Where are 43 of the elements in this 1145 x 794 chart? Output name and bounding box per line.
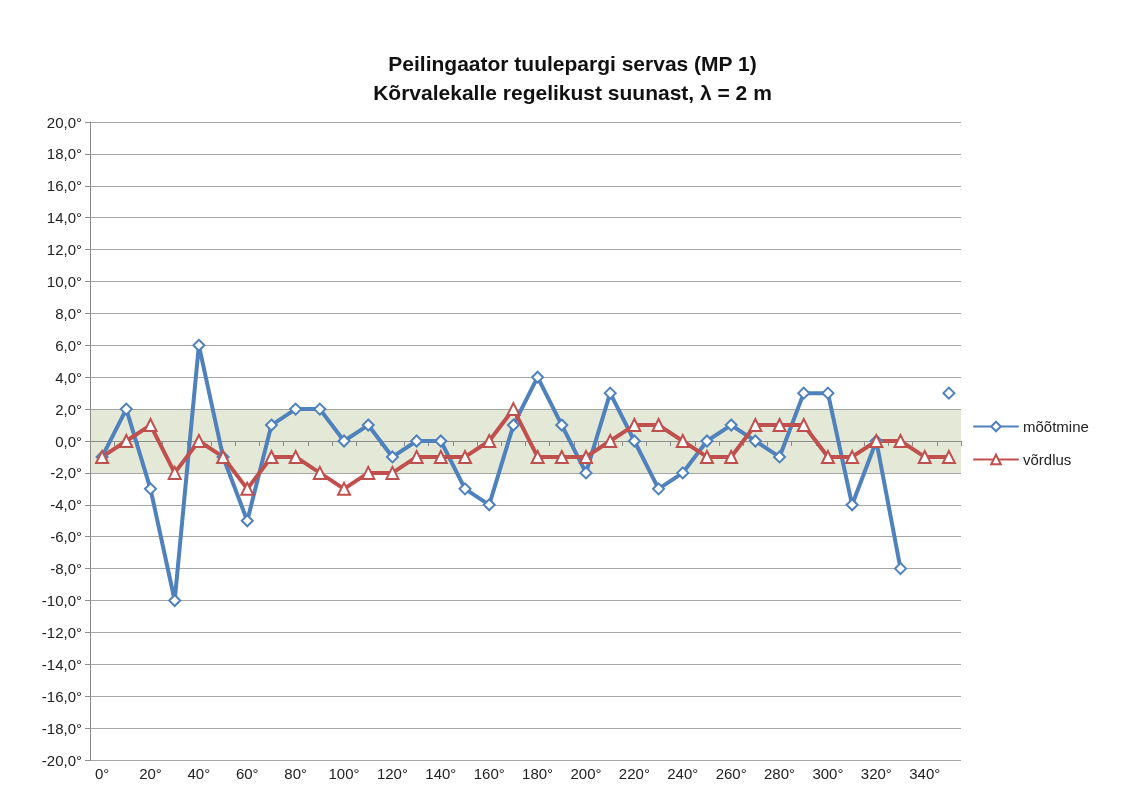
y-tick-label: 16,0°	[46, 177, 82, 195]
y-tick-label: 20,0°	[46, 113, 82, 131]
y-tick-label: 8,0°	[55, 304, 82, 322]
y-tick-label: -12,0°	[41, 623, 82, 641]
y-tick-label: 18,0°	[46, 145, 82, 163]
x-tick-label: 220°	[618, 765, 650, 782]
x-tick-label: 140°	[425, 765, 457, 782]
y-tick-label: 4,0°	[55, 368, 82, 386]
legend-label: võrdlus	[1023, 451, 1072, 468]
x-tick-label: 180°	[522, 765, 554, 782]
x-tick-label: 20°	[139, 765, 162, 782]
y-tick-label: -14,0°	[41, 655, 82, 673]
x-tick-label: 340°	[909, 765, 941, 782]
x-tick-label: 40°	[187, 765, 211, 782]
chart-subtitle: Kõrvalekalle regelikust suunast, λ = 2 m	[373, 81, 772, 104]
x-tick-label: 120°	[376, 765, 408, 782]
x-tick-label: 100°	[328, 765, 360, 782]
chart-title: Peilingaator tuulepargi servas (MP 1)	[388, 52, 757, 75]
y-tick-label: -2,0°	[50, 464, 82, 482]
x-tick-label: 200°	[570, 765, 602, 782]
y-tick-label: 12,0°	[46, 241, 82, 259]
x-tick-label: 300°	[812, 765, 844, 782]
y-tick-label: -18,0°	[41, 719, 82, 737]
y-tick-label: -8,0°	[50, 560, 82, 578]
x-tick-label: 240°	[667, 765, 699, 782]
y-tick-label: -16,0°	[41, 687, 82, 705]
x-tick-label: 280°	[764, 765, 796, 782]
y-tick-label: -20,0°	[41, 751, 82, 769]
y-tick-label: 10,0°	[46, 273, 82, 290]
y-tick-label: 2,0°	[55, 400, 82, 418]
y-tick-label: 6,0°	[55, 336, 82, 354]
x-tick-label: 0°	[94, 765, 110, 782]
y-tick-label: -4,0°	[50, 496, 82, 514]
y-tick-label: 14,0°	[46, 209, 82, 227]
x-tick-label: 260°	[715, 765, 747, 782]
y-tick-label: 0,0°	[55, 432, 82, 450]
x-tick-label: 60°	[235, 765, 259, 782]
y-tick-label: -10,0°	[41, 592, 82, 609]
legend-label: mõõtmine	[1023, 418, 1089, 435]
y-tick-label: -6,0°	[50, 528, 82, 546]
x-tick-label: 320°	[860, 765, 892, 782]
x-tick-label: 80°	[284, 765, 307, 782]
x-tick-label: 160°	[473, 765, 505, 782]
